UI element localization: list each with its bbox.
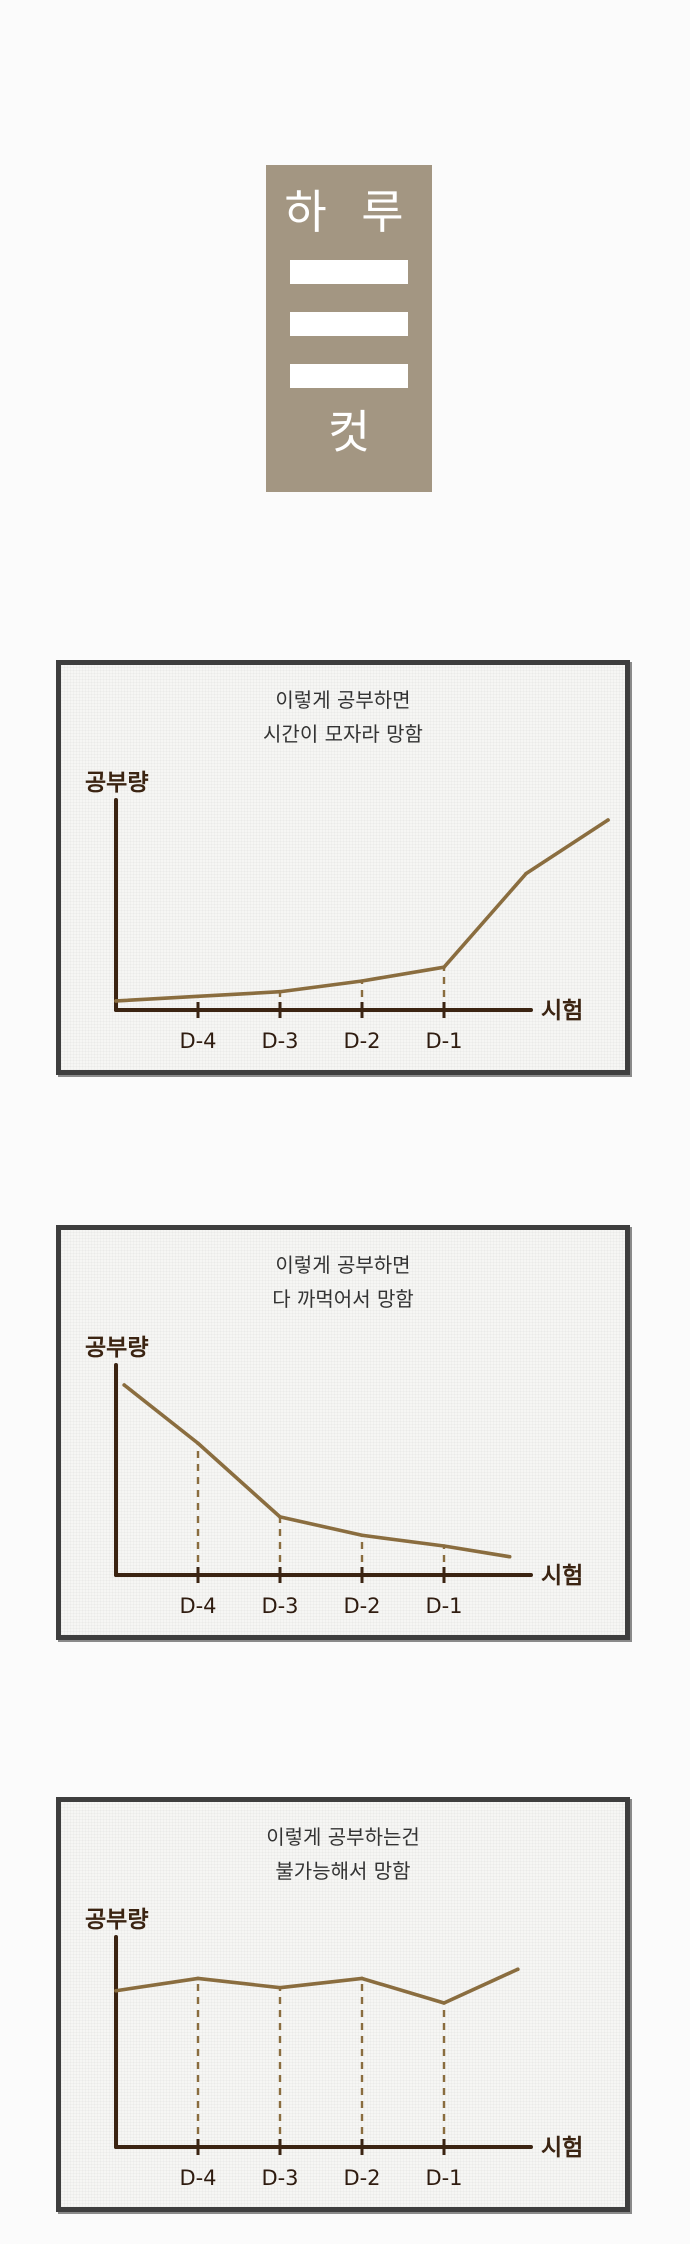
data-point <box>524 871 528 876</box>
title-card-top-text: 하 루 <box>284 185 414 239</box>
x-tick-label: D-1 <box>425 1029 462 1053</box>
caption-line: 이렇게 공부하면 <box>275 1253 411 1277</box>
title-card-bottom-text: 컷 <box>327 405 371 459</box>
x-tick-label: D-1 <box>425 1594 462 1618</box>
data-point <box>114 1988 118 1993</box>
x-tick-label: D-1 <box>425 2166 462 2190</box>
x-tick-label: D-4 <box>179 1029 216 1053</box>
x-tick-label: D-3 <box>261 1029 298 1053</box>
x-axis-label: 시험 <box>541 2135 583 2161</box>
x-tick-label: D-2 <box>343 2166 380 2190</box>
caption-line: 시간이 모자라 망함 <box>263 722 423 746</box>
data-point <box>122 1383 126 1387</box>
data-point <box>442 965 446 969</box>
panel-caption: 이렇게 공부하면 시간이 모자라 망함 <box>61 683 625 751</box>
data-point <box>114 999 118 1003</box>
x-axis-label: 시험 <box>541 998 583 1024</box>
data-point <box>442 2001 446 2005</box>
study-amount-line <box>114 818 610 1003</box>
title-card: 하 루 컷 <box>266 165 432 492</box>
data-point <box>507 1554 512 1559</box>
data-point <box>516 1967 520 1972</box>
x-tick-label: D-4 <box>179 1594 216 1618</box>
x-axis-label: 시험 <box>541 1563 583 1589</box>
data-point <box>278 1985 282 1990</box>
data-point <box>278 1515 282 1519</box>
study-amount-line <box>114 1967 520 2005</box>
title-card-bar <box>290 364 408 388</box>
caption-line: 이렇게 공부하는건 <box>266 1825 420 1849</box>
data-point <box>606 818 610 822</box>
study-amount-line <box>122 1383 512 1559</box>
x-tick-label: D-3 <box>261 1594 298 1618</box>
caption-line: 이렇게 공부하면 <box>275 688 411 712</box>
x-tick-label: D-2 <box>343 1029 380 1053</box>
y-axis-label: 공부량 <box>85 1335 148 1361</box>
data-point <box>442 1544 446 1548</box>
data-point <box>196 1976 200 1981</box>
y-axis-label: 공부량 <box>85 1907 148 1933</box>
y-axis-label: 공부량 <box>85 770 148 796</box>
data-point <box>278 989 282 994</box>
panel-caption: 이렇게 공부하는건 불가능해서 망함 <box>61 1820 625 1888</box>
x-tick-label: D-2 <box>343 1594 380 1618</box>
data-point <box>196 994 200 999</box>
x-tick-label: D-4 <box>179 2166 216 2190</box>
data-point <box>360 979 364 983</box>
data-point <box>360 1533 364 1538</box>
panel-caption: 이렇게 공부하면 다 까먹어서 망함 <box>61 1248 625 1316</box>
data-point <box>360 1976 364 1981</box>
data-point <box>196 1441 200 1446</box>
x-tick-label: D-3 <box>261 2166 298 2190</box>
title-card-bar <box>290 312 408 336</box>
title-card-bar <box>290 260 408 284</box>
caption-line: 불가능해서 망함 <box>275 1859 411 1883</box>
caption-line: 다 까먹어서 망함 <box>272 1287 414 1311</box>
